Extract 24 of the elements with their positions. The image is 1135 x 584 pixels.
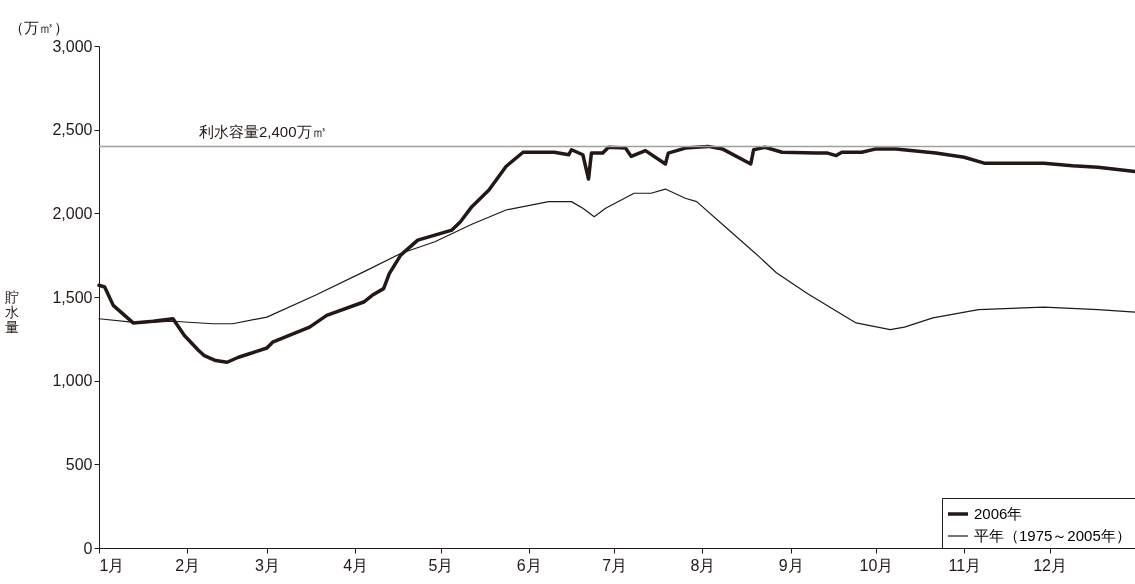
x-tick-label: 6月 <box>516 556 542 574</box>
y-axis-title: 貯水量 <box>4 288 19 335</box>
x-tick-label: 7月 <box>602 556 628 574</box>
ref-line-label: 利水容量2,400万㎥ <box>199 123 327 141</box>
y-tick-label: 2,500 <box>52 121 93 139</box>
x-tick-label: 1月 <box>99 556 125 574</box>
y-tick-label: 0 <box>83 539 93 557</box>
x-tick-label: 12月 <box>1033 556 1068 574</box>
x-tick-label: 4月 <box>343 556 369 574</box>
y-tick-label: 1,000 <box>52 372 93 390</box>
legend-label: 平年（1975～2005年） <box>974 527 1131 544</box>
x-tick-label: 2月 <box>175 556 201 574</box>
x-tick-label: 9月 <box>778 556 804 574</box>
x-tick-label: 8月 <box>690 556 716 574</box>
y-tick-label: 3,000 <box>52 37 93 55</box>
text: （万㎥） <box>9 19 69 36</box>
y-tick-label: 1,500 <box>52 288 93 306</box>
x-tick-label: 5月 <box>428 556 454 574</box>
y-tick-label: 2,000 <box>52 204 93 222</box>
y-tick-label: 500 <box>65 455 93 473</box>
legend-label: 2006年 <box>974 505 1023 522</box>
x-tick-label: 3月 <box>254 556 280 574</box>
x-tick-label: 10月 <box>859 556 894 574</box>
x-tick-label: 11月 <box>948 556 982 574</box>
